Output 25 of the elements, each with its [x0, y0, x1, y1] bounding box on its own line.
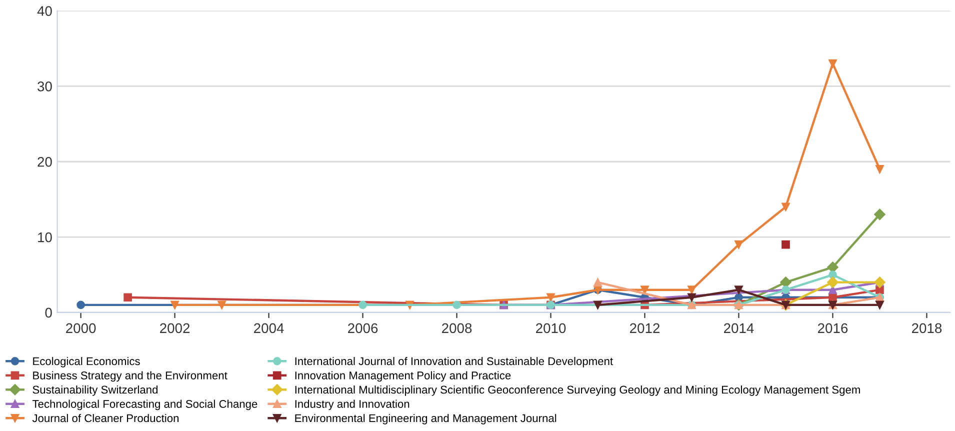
- x-tick-label: 2012: [630, 323, 660, 334]
- x-tick-label: 2014: [724, 323, 754, 334]
- y-tick-label: 10: [38, 232, 52, 242]
- legend-label: Journal of Cleaner Production: [32, 414, 178, 422]
- x-tick-label: 2016: [818, 323, 848, 334]
- legend-label: Innovation Management Policy and Practice: [295, 371, 511, 382]
- legend-label: International Journal of Innovation and Sustainable Development: [295, 356, 613, 368]
- x-tick-label: 2018: [912, 323, 942, 334]
- legend-label: Industry and Innovation: [295, 400, 410, 410]
- y-tick-label: 20: [38, 156, 52, 167]
- y-tick-label: 0: [45, 308, 52, 318]
- y-tick-label: 40: [37, 6, 52, 16]
- x-tick-label: 2006: [348, 323, 378, 334]
- legend-label: International Multidisciplinary Scientific Geoconference Surveying Geology and Mining Ecology Management Sgem: [295, 385, 860, 396]
- x-tick-label: 2008: [442, 323, 472, 334]
- legend-label: Sustainability Switzerland: [32, 385, 158, 396]
- legend-label: Environmental Engineering and Management Journal: [295, 414, 556, 424]
- y-tick-label: 30: [38, 82, 52, 92]
- x-tick-label: 2002: [160, 323, 190, 334]
- legend-label: Business Strategy and the Environment: [33, 371, 228, 382]
- x-tick-label: 2004: [254, 323, 284, 334]
- legend-label: Technological Forecasting and Social Change: [32, 400, 258, 410]
- x-tick-label: 2000: [66, 323, 96, 334]
- legend-label: Ecological Economics: [33, 356, 140, 368]
- x-tick-label: 2010: [536, 323, 566, 334]
